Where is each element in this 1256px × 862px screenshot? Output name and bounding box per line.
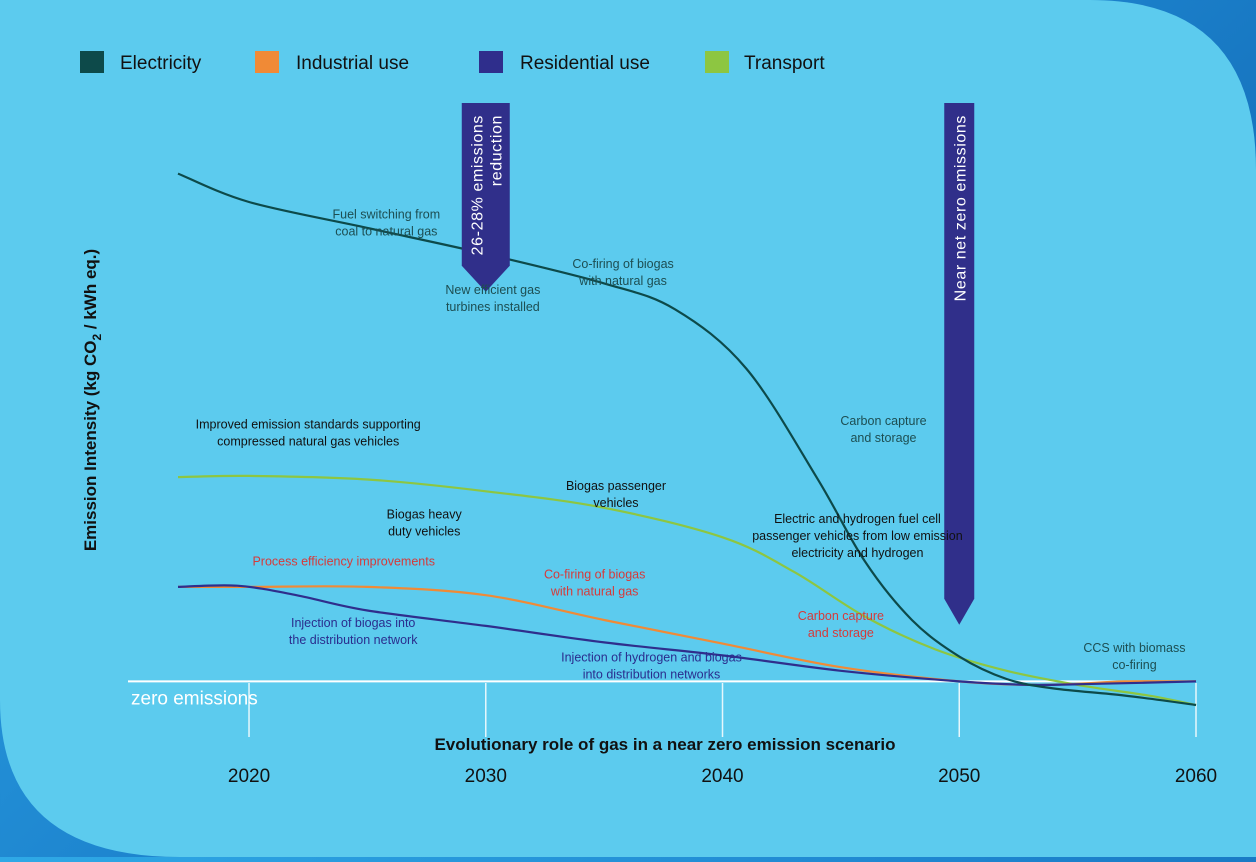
- callout-text: Near net zero emissions: [952, 115, 969, 301]
- callout-arrow: [461, 103, 510, 292]
- annotation-line: passenger vehicles from low emission: [752, 529, 963, 543]
- series-line-electricity: [177, 172, 1197, 707]
- annotation-5: Biogas passenger vehicles: [566, 479, 666, 510]
- zero-emissions-label: zero emissions: [131, 688, 258, 709]
- annotation-line: and storage: [850, 431, 916, 445]
- legend-item-industrial: Industrial use: [255, 51, 409, 74]
- annotation-6: Biogas heavy duty vehicles: [387, 507, 463, 538]
- x-axis-label: Evolutionary role of gas in a near zero …: [434, 735, 895, 754]
- annotation-line: with natural gas: [550, 585, 639, 599]
- annotation-line: Injection of biogas into: [291, 616, 415, 630]
- annotation-line: co-firing: [1112, 658, 1157, 672]
- legend-item-residential: Residential use: [479, 51, 650, 74]
- legend-swatch-electricity: [80, 51, 104, 73]
- annotation-line: Co-firing of biogas: [572, 257, 673, 271]
- callout-text: reduction: [488, 115, 505, 186]
- x-tick-label-2060: 2060: [1175, 766, 1217, 787]
- annotation-line: Electric and hydrogen fuel cell: [774, 512, 941, 526]
- annotation-3: Carbon capture and storage: [840, 414, 926, 445]
- callout-2030: 26-28% emissions reduction: [461, 103, 510, 292]
- annotation-12: Injection of hydrogen and biogas into dis…: [561, 650, 742, 681]
- annotation-line: and storage: [808, 626, 874, 640]
- callout-arrow: [944, 103, 975, 625]
- series-lines: [177, 172, 1197, 707]
- annotation-line: Fuel switching from: [332, 207, 440, 221]
- annotation-8: Process efficiency improvements: [252, 555, 434, 569]
- annotation-line: New efficient gas: [445, 283, 540, 297]
- annotation-line: duty vehicles: [388, 524, 460, 538]
- annotation-line: vehicles: [593, 496, 638, 510]
- legend-item-electricity: Electricity: [80, 51, 202, 74]
- annotation-line: Injection of hydrogen and biogas: [561, 650, 742, 664]
- annotation-1: New efficient gas turbines installed: [445, 283, 540, 314]
- x-tick-label-2030: 2030: [465, 766, 507, 787]
- annotation-line: Biogas passenger: [566, 479, 666, 493]
- callout-text: 26-28% emissions: [469, 115, 486, 255]
- callout-2050: Near net zero emissions: [944, 103, 975, 625]
- callouts: 26-28% emissions reduction Near net zero e…: [461, 103, 975, 625]
- legend-swatch-transport: [705, 51, 729, 73]
- annotation-line: the distribution network: [289, 633, 418, 647]
- annotation-line: electricity and hydrogen: [791, 546, 923, 560]
- annotations: Fuel switching from coal to natural gas Ne…: [196, 207, 1186, 681]
- annotation-line: Carbon capture: [798, 609, 884, 623]
- annotation-9: Co-firing of biogas with natural gas: [544, 568, 645, 599]
- x-tick-labels: 2020 2030 2040 2050 2060: [228, 766, 1217, 787]
- annotation-line: compressed natural gas vehicles: [217, 435, 399, 449]
- legend-label-residential: Residential use: [520, 53, 650, 74]
- x-tick-label-2020: 2020: [228, 766, 270, 787]
- legend-swatch-industrial: [255, 51, 279, 73]
- annotation-line: Process efficiency improvements: [252, 555, 434, 569]
- series-line-transport: [177, 474, 1197, 707]
- x-tick-marks: [248, 683, 1197, 737]
- legend-swatch-residential: [479, 51, 503, 73]
- annotation-line: Co-firing of biogas: [544, 568, 645, 582]
- x-tick-label-2050: 2050: [938, 766, 980, 787]
- legend-label-industrial: Industrial use: [296, 53, 409, 74]
- y-axis-label-part: Emission Intensity (kg CO: [81, 341, 100, 552]
- annotation-line: into distribution networks: [583, 667, 721, 681]
- annotation-line: Carbon capture: [840, 414, 926, 428]
- annotation-line: turbines installed: [446, 300, 540, 314]
- y-axis-label-subscript: 2: [90, 334, 104, 341]
- y-axis-label-part: / kWh eq.): [81, 249, 100, 334]
- legend: Electricity Industrial use Residential u…: [80, 51, 825, 74]
- annotation-2: Co-firing of biogas with natural gas: [572, 257, 673, 288]
- annotation-line: CCS with biomass: [1083, 641, 1185, 655]
- annotation-line: coal to natural gas: [335, 224, 437, 238]
- legend-label-transport: Transport: [744, 53, 825, 74]
- annotation-4: Improved emission standards supporting co…: [196, 418, 421, 449]
- annotation-line: with natural gas: [578, 274, 667, 288]
- annotation-line: Improved emission standards supporting: [196, 418, 421, 432]
- annotation-0: Fuel switching from coal to natural gas: [332, 207, 440, 238]
- y-axis-label: Emission Intensity (kg CO2 / kWh eq.): [81, 249, 104, 551]
- annotation-10: Carbon capture and storage: [798, 609, 884, 640]
- legend-item-transport: Transport: [705, 51, 825, 74]
- annotation-11: Injection of biogas into the distribution…: [289, 616, 418, 647]
- annotation-7: Electric and hydrogen fuel cell passenger…: [752, 512, 963, 560]
- legend-label-electricity: Electricity: [120, 53, 202, 74]
- annotation-line: Biogas heavy: [387, 507, 463, 521]
- x-tick-label-2040: 2040: [701, 766, 743, 787]
- annotation-13: CCS with biomass co-firing: [1083, 641, 1185, 672]
